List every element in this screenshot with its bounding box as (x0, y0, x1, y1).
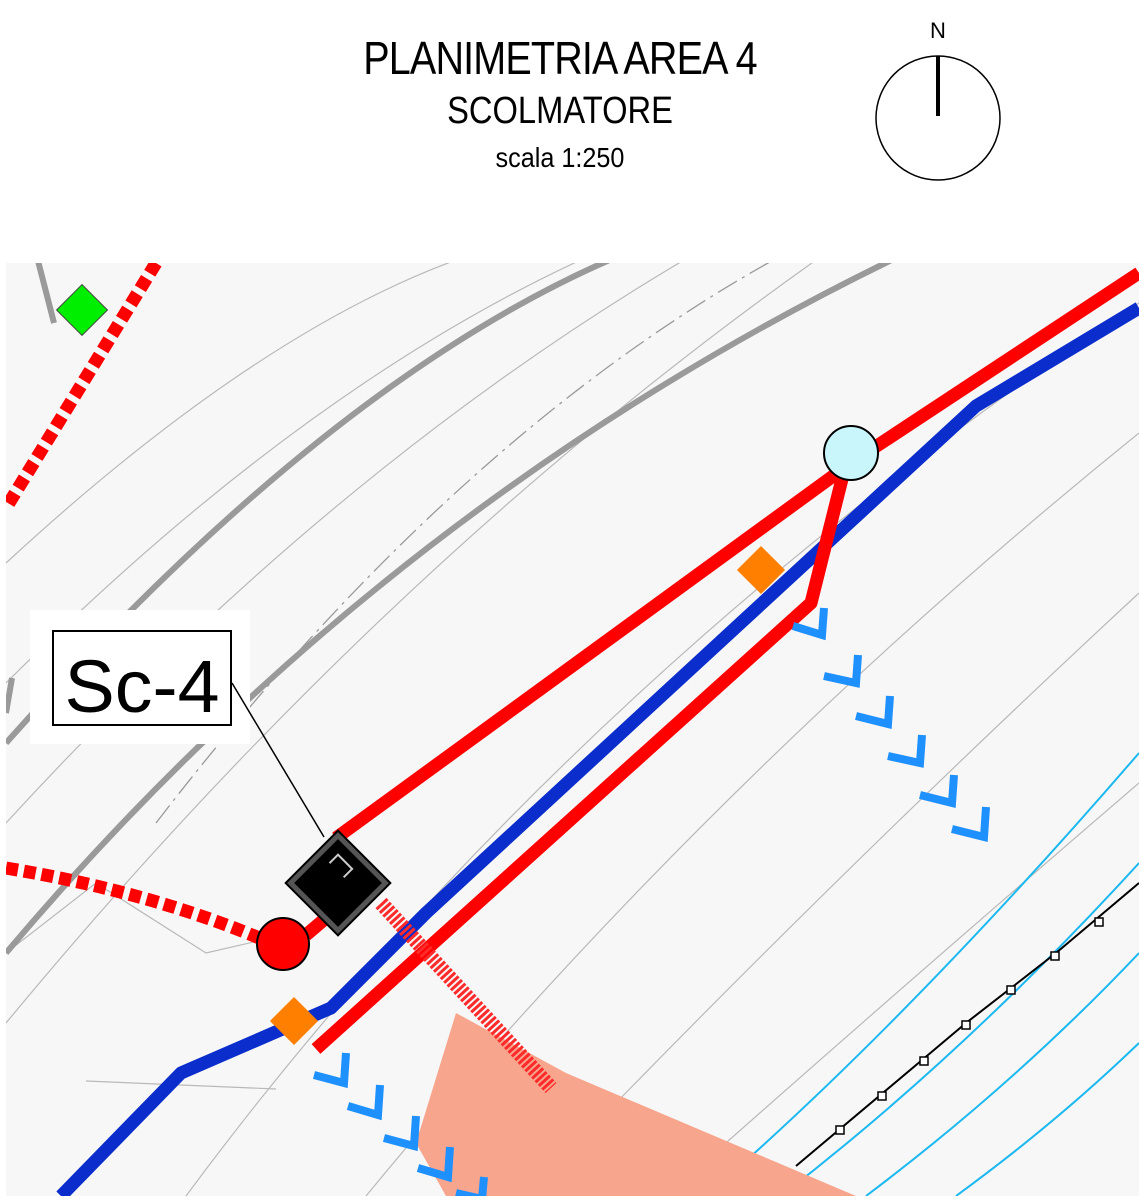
blue-pipe (56, 302, 1139, 1196)
tag-leader-line (231, 682, 325, 838)
road-axis-line (155, 263, 770, 824)
red-dashed-pipes (6, 263, 274, 949)
scolmatore-structure-icon (284, 829, 392, 937)
north-arrow: N (872, 18, 1004, 183)
flow-direction-icons (312, 607, 990, 1196)
orange-marker-icon (736, 545, 786, 595)
map-scale: scala 1:250 (495, 142, 625, 173)
north-letter: N (930, 18, 946, 43)
cyan-node-icon (823, 425, 879, 481)
structure-tag: Sc-4 (65, 645, 220, 728)
fence-line (795, 882, 1139, 1167)
hatched-connection (375, 897, 557, 1094)
plan-map: Sc-4 (6, 263, 1139, 1196)
bank-contours (705, 752, 1139, 1196)
red-manhole-icon (256, 917, 310, 971)
map-subtitle: SCOLMATORE (447, 90, 673, 132)
green-marker-icon (55, 283, 109, 337)
tag-frame (52, 630, 232, 726)
title-block: PLANIMETRIA AREA 4 SCOLMATORE scala 1:25… (310, 30, 810, 180)
map-title: PLANIMETRIA AREA 4 (363, 32, 757, 84)
